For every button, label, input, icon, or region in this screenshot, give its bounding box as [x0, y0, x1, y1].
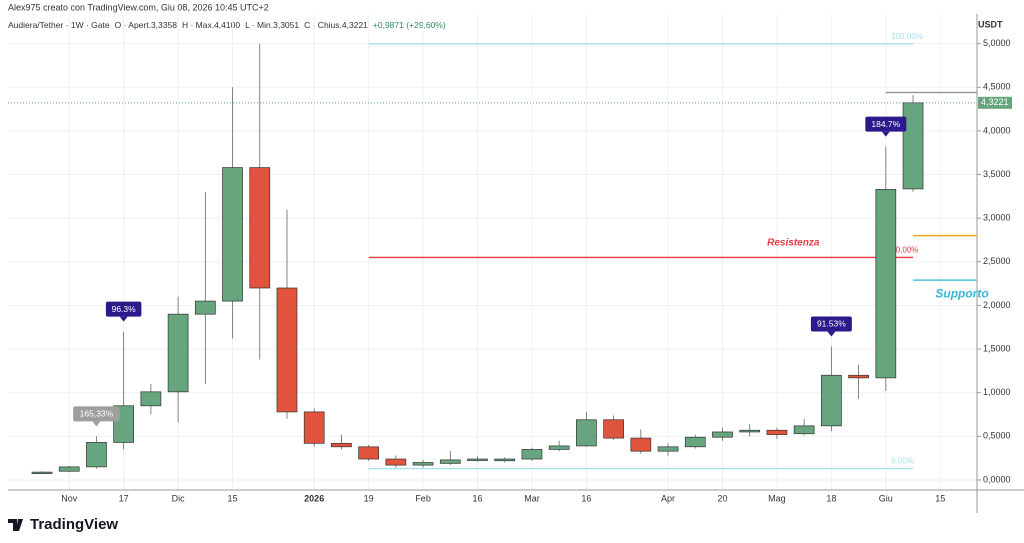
- x-tick-label: 15: [935, 493, 945, 503]
- brand-logo: [8, 519, 23, 531]
- candle-body: [875, 189, 897, 379]
- y-tick-label: 5,0000: [983, 38, 1011, 48]
- candle-body: [358, 446, 379, 460]
- candle-body: [712, 431, 733, 438]
- x-tick-label: 16: [581, 493, 591, 503]
- y-tick-label: 0,5000: [983, 431, 1011, 441]
- callout-label: 91.53%: [817, 319, 846, 329]
- legend-item: L · Min.3,3051: [245, 20, 299, 30]
- candle-body: [603, 419, 624, 439]
- x-tick-label: 20: [717, 493, 727, 503]
- candle-body: [249, 167, 271, 289]
- legend-item: O · Apert.3,3358: [115, 20, 178, 30]
- x-tick-label: Giu: [879, 493, 893, 503]
- candle-body: [467, 458, 488, 461]
- y-unit: USDT: [978, 19, 1003, 29]
- legend-item: H · Max.4,4100: [182, 20, 240, 30]
- callout-box: [865, 116, 907, 132]
- callout-pointer: [119, 316, 128, 322]
- candle-body: [331, 442, 352, 448]
- legend-item: C · Chius.4,3221: [304, 20, 368, 30]
- y-tick-label: 2,0000: [983, 300, 1011, 310]
- candle-body: [31, 471, 53, 474]
- y-tick-label: 2,5000: [983, 256, 1011, 266]
- x-tick-label: 2026: [304, 493, 324, 503]
- x-tick-label: 19: [364, 493, 374, 503]
- y-tick-label: 0,0000: [983, 474, 1011, 484]
- annotation: Supporto: [935, 286, 988, 300]
- candle-body: [902, 102, 924, 190]
- x-tick-label: Mar: [524, 493, 540, 503]
- x-tick-label: Apr: [661, 493, 675, 503]
- candle-body: [439, 459, 461, 464]
- candle-body: [494, 458, 516, 462]
- candle-body: [821, 374, 842, 427]
- x-tick-label: Dic: [172, 493, 185, 503]
- x-tick-label: 18: [826, 493, 836, 503]
- y-tick-label: 4,0000: [983, 125, 1011, 135]
- callout-pointer: [881, 131, 890, 137]
- candle-body: [140, 391, 162, 407]
- candle-body: [793, 425, 815, 435]
- candle-body: [86, 442, 107, 468]
- candle-body: [167, 313, 189, 393]
- x-tick-label: 16: [473, 493, 483, 503]
- candle-body: [276, 287, 298, 413]
- brand: TradingView: [30, 516, 118, 533]
- candle-body: [58, 466, 80, 472]
- y-tick-label: 1,5000: [983, 343, 1011, 353]
- x-tick-label: Nov: [61, 493, 78, 503]
- candle-body: [848, 374, 869, 379]
- candle-body: [521, 449, 543, 460]
- candle-body: [194, 300, 216, 315]
- candle-body: [766, 429, 788, 435]
- credit: Alex975 creato con TradingView.com, Giu …: [8, 2, 269, 12]
- candle-body: [385, 458, 407, 466]
- x-tick-label: Feb: [415, 493, 431, 503]
- callout-label: 184.7%: [871, 119, 900, 129]
- y-tick-label: 3,5000: [983, 169, 1011, 179]
- candle-body: [630, 437, 652, 452]
- last-price-label: 4,3221: [981, 97, 1009, 107]
- fib-label: 50,00%: [891, 246, 918, 255]
- x-tick-label: 17: [119, 493, 129, 503]
- candle-body: [548, 445, 570, 450]
- x-tick-label: Mag: [768, 493, 786, 503]
- fib-label: 100,00%: [891, 32, 923, 41]
- y-tick-label: 3,0000: [983, 213, 1011, 223]
- x-tick-label: 15: [228, 493, 238, 503]
- candle-body: [303, 411, 325, 444]
- legend-title: Audiera/Tether · 1W · Gate: [8, 20, 110, 30]
- y-tick-label: 4,5000: [983, 82, 1011, 92]
- candle-body: [222, 167, 243, 302]
- candle-body: [739, 429, 761, 433]
- candle-body: [684, 436, 706, 448]
- callout-label: 165,33%: [80, 409, 114, 419]
- candle-body: [412, 462, 434, 466]
- annotation: Resistenza: [767, 237, 820, 248]
- legend-item: +0,9871 (+29,60%): [373, 20, 446, 30]
- callout-box: [73, 406, 120, 422]
- callout-box: [810, 316, 852, 332]
- callout-label: 96.3%: [112, 304, 137, 314]
- callout-pointer: [827, 331, 836, 337]
- last-price-tag: [978, 96, 1012, 109]
- candle-body: [657, 446, 679, 452]
- candle-body: [576, 419, 597, 447]
- y-tick-label: 1,0000: [983, 387, 1011, 397]
- fib-label: 0,00%: [891, 457, 914, 466]
- legend: Audiera/Tether · 1W · Gate O · Apert.3,33…: [8, 20, 446, 30]
- callout-pointer: [92, 421, 101, 427]
- callout-box: [105, 301, 142, 317]
